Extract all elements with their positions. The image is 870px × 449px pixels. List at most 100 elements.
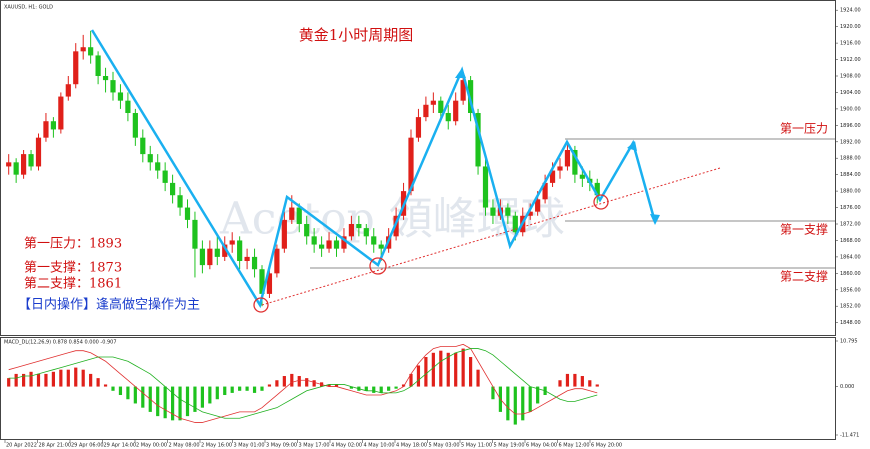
candle-body (102, 76, 109, 81)
x-tick-label: 5 May 03:00 (429, 443, 460, 449)
candle-body (43, 121, 49, 138)
candle-body (527, 211, 533, 216)
macd-bar (349, 386, 353, 389)
macd-bar (528, 386, 532, 412)
candle-body (542, 182, 548, 200)
candle-body (110, 80, 116, 93)
candle-body (274, 248, 280, 274)
y-tick-label: 1912.00 (840, 57, 861, 63)
macd-y-tick-label: 0.000 (840, 384, 854, 390)
macd-bar (573, 373, 577, 387)
marker-circle (369, 257, 387, 275)
y-tick-label: 1884.00 (840, 172, 861, 178)
macd-bar (126, 386, 130, 400)
x-tick-label: 4 May 02:00 (331, 443, 362, 449)
macd-bar (96, 378, 100, 387)
macd-bar (163, 386, 167, 419)
macd-bar (565, 373, 570, 387)
x-tick-label: 4 May 10:00 (364, 443, 395, 449)
x-tick-label: 6 May 20:00 (591, 443, 622, 449)
zigzag (90, 29, 657, 309)
candle-body (162, 170, 168, 183)
candle-body (35, 137, 42, 167)
candle-body (207, 248, 213, 266)
macd-bar (193, 386, 197, 412)
y-tick-label: 1892.00 (840, 139, 861, 145)
level-label: 第二支撑 (780, 269, 828, 284)
x-tick-label: 3 May 01:00 (234, 443, 265, 449)
candle-body (214, 248, 220, 257)
macd-y-tick-label: 10.795 (840, 339, 858, 345)
candle-body (6, 162, 12, 167)
candle-body (430, 100, 436, 105)
macd-y-tick-label: -11.471 (840, 433, 859, 439)
x-tick-label: 29 Apr 06:00 (71, 443, 104, 449)
macd-bar (454, 352, 458, 387)
macd-bar (416, 365, 421, 387)
candle-body (73, 51, 79, 85)
macd-bar (446, 352, 450, 387)
macd-bar (372, 386, 376, 393)
macd-bar (394, 386, 398, 389)
candle-body (363, 228, 369, 237)
macd-bar (118, 386, 123, 396)
macd-bar (297, 376, 301, 387)
candle-body (505, 207, 511, 216)
macd-bar (36, 373, 41, 387)
macd-bar (245, 386, 249, 391)
candle-body (311, 236, 317, 245)
macd-bar (379, 386, 383, 393)
macd-label: MACD_DL(12,26,9) 0.878 0.854 0.000 -0.90… (4, 340, 117, 346)
candle-body (28, 154, 34, 167)
x-tick-label: 5 May 19:00 (494, 443, 525, 449)
candle-body (453, 100, 459, 122)
macd-bar (312, 380, 316, 387)
candle-body (319, 244, 325, 249)
candle-body (222, 244, 228, 257)
macd-bar (81, 369, 85, 387)
macd-bar (506, 386, 510, 421)
y-tick-label: 1908.00 (840, 74, 861, 80)
candle-body (117, 92, 124, 101)
macd-bar (364, 386, 368, 391)
candle-body (572, 150, 578, 175)
macd-bar (178, 386, 182, 421)
macd-bar (252, 386, 257, 393)
candle-body (147, 154, 153, 163)
candle-body (296, 207, 302, 224)
candle-body (21, 154, 27, 175)
y-tick-label: 1900.00 (840, 106, 861, 112)
y-tick-label: 1872.00 (840, 222, 861, 228)
macd-bar (215, 386, 219, 400)
strategy: 【日内操作】逢高做空操作为主 (18, 297, 200, 313)
macd-bar (238, 386, 242, 391)
candle-body (371, 236, 377, 245)
macd-bar (305, 378, 309, 387)
x-tick-label: 29 Apr 14:00 (104, 443, 137, 449)
candle-body (348, 224, 354, 237)
macd-bar (156, 386, 160, 417)
macd-bar (111, 386, 115, 391)
analysis-drawing (90, 29, 721, 313)
candle-body (378, 244, 384, 249)
y-tick-label: 1888.00 (840, 156, 861, 162)
candle-body (304, 224, 310, 237)
macd-bar (141, 386, 145, 408)
arrow-head (650, 214, 660, 225)
candle-body (289, 207, 295, 220)
macd-bar (74, 367, 78, 387)
x-tick-label: 2 May 16:00 (201, 443, 232, 449)
candle-body (80, 47, 86, 52)
macd-bar (59, 369, 63, 387)
candle-body (460, 80, 466, 101)
candle-body (229, 240, 235, 245)
candle-body (468, 80, 474, 113)
macd-bar (469, 357, 473, 387)
y-tick-label: 1916.00 (840, 41, 861, 47)
marker-circle (593, 194, 609, 210)
candle-body (438, 100, 444, 113)
candle-body (95, 55, 101, 76)
macd-bar (275, 380, 279, 387)
x-tick-label: 2 May 00:00 (136, 443, 167, 449)
macd-bar (22, 373, 26, 387)
